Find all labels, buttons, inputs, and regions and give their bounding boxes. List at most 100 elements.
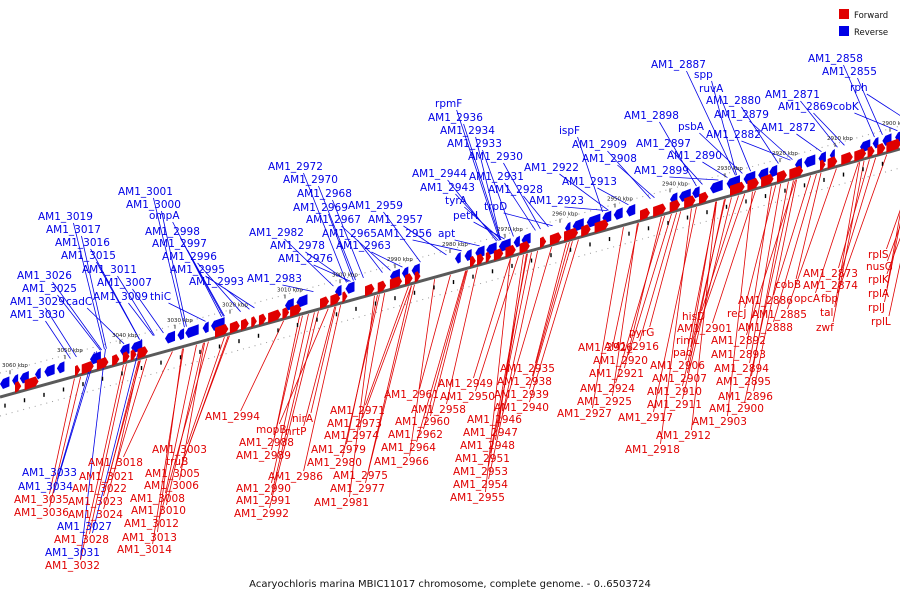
gene-label-am1-3003[interactable]: AM1_3003: [152, 444, 207, 456]
gene-label-rpll[interactable]: rplL: [871, 316, 891, 328]
gene-label-am1-2971[interactable]: AM1_2971: [330, 405, 385, 417]
gene-label-am1-2895[interactable]: AM1_2895: [716, 376, 771, 388]
gene-label-ompa[interactable]: ompA: [149, 210, 180, 222]
gene-label-tal[interactable]: tal: [820, 307, 833, 319]
gene-label-am1-3011[interactable]: AM1_3011: [82, 264, 137, 276]
gene-label-am1-3007[interactable]: AM1_3007: [97, 277, 152, 289]
gene-label-am1-3014[interactable]: AM1_3014: [117, 544, 172, 556]
gene-label-am1-2886[interactable]: AM1_2886: [738, 295, 793, 307]
gene-label-pyrg[interactable]: pyrG: [629, 327, 654, 339]
gene-label-am1-2975[interactable]: AM1_2975: [333, 470, 388, 482]
gene-label-psba[interactable]: psbA: [678, 121, 705, 133]
gene-label-am1-3036[interactable]: AM1_3036: [14, 507, 69, 519]
gene-label-am1-2901[interactable]: AM1_2901: [677, 323, 732, 335]
gene-label-am1-2997[interactable]: AM1_2997: [152, 238, 207, 250]
gene-label-am1-2981[interactable]: AM1_2981: [314, 497, 369, 509]
gene-label-am1-3031[interactable]: AM1_3031: [45, 547, 100, 559]
gene-label-am1-2955[interactable]: AM1_2955: [450, 492, 505, 504]
gene-label-rplk[interactable]: rplK: [868, 274, 890, 286]
gene-label-thic[interactable]: thiC: [150, 291, 171, 303]
gene-label-am1-3033[interactable]: AM1_3033: [22, 467, 77, 479]
gene-label-am1-2958[interactable]: AM1_2958: [411, 404, 466, 416]
gene-label-opca[interactable]: opcA: [794, 293, 821, 305]
gene-label-am1-2935[interactable]: AM1_2935: [500, 363, 555, 375]
gene-label-am1-2949[interactable]: AM1_2949: [438, 378, 493, 390]
gene-label-am1-3016[interactable]: AM1_3016: [55, 237, 110, 249]
gene-label-am1-2858[interactable]: AM1_2858: [808, 53, 863, 65]
gene-label-spp[interactable]: spp: [694, 69, 713, 81]
gene-label-am1-2855[interactable]: AM1_2855: [822, 66, 877, 78]
gene-label-am1-3015[interactable]: AM1_3015: [61, 250, 116, 262]
gene-label-am1-2888[interactable]: AM1_2888: [738, 322, 793, 334]
gene-label-am1-3026[interactable]: AM1_3026: [17, 270, 72, 282]
gene-label-am1-2964[interactable]: AM1_2964: [381, 442, 436, 454]
gene-label-am1-2972[interactable]: AM1_2972: [268, 161, 323, 173]
gene-label-am1-2899[interactable]: AM1_2899: [634, 165, 689, 177]
gene-label-am1-3032[interactable]: AM1_3032: [45, 560, 100, 572]
gene-label-zwf[interactable]: zwf: [816, 322, 834, 334]
gene-label-am1-2879[interactable]: AM1_2879: [714, 109, 769, 121]
gene-label-hisd[interactable]: hisD: [682, 311, 705, 323]
gene-label-am1-3017[interactable]: AM1_3017: [46, 224, 101, 236]
gene-label-am1-3019[interactable]: AM1_3019: [38, 211, 93, 223]
gene-label-am1-2969[interactable]: AM1_2969: [293, 202, 348, 214]
gene-label-am1-2938[interactable]: AM1_2938: [497, 376, 552, 388]
gene-label-nusg[interactable]: nusG: [866, 261, 893, 273]
gene-label-am1-3025[interactable]: AM1_3025: [22, 283, 77, 295]
gene-label-am1-3029[interactable]: AM1_3029: [10, 296, 65, 308]
gene-label-am1-2989[interactable]: AM1_2989: [236, 450, 291, 462]
gene-label-am1-2913[interactable]: AM1_2913: [562, 176, 617, 188]
gene-label-am1-2947[interactable]: AM1_2947: [463, 427, 518, 439]
gene-label-am1-2954[interactable]: AM1_2954: [453, 479, 508, 491]
gene-label-am1-2950[interactable]: AM1_2950: [440, 391, 495, 403]
gene-label-am1-2970[interactable]: AM1_2970: [283, 174, 338, 186]
gene-label-rpls[interactable]: rplS: [868, 249, 889, 261]
gene-label-cobb[interactable]: cobB: [775, 279, 801, 291]
gene-label-am1-2967[interactable]: AM1_2967: [306, 214, 361, 226]
gene-label-am1-3010[interactable]: AM1_3010: [131, 505, 186, 517]
gene-label-am1-2882[interactable]: AM1_2882: [706, 129, 761, 141]
gene-label-am1-2926[interactable]: AM1_2926: [578, 342, 633, 354]
gene-label-am1-2966[interactable]: AM1_2966: [374, 456, 429, 468]
gene-label-am1-2921[interactable]: AM1_2921: [589, 368, 644, 380]
gene-label-am1-2965[interactable]: AM1_2965: [322, 228, 377, 240]
gene-label-am1-2912[interactable]: AM1_2912: [656, 430, 711, 442]
gene-label-am1-2924[interactable]: AM1_2924: [580, 383, 635, 395]
gene-label-am1-2927[interactable]: AM1_2927: [557, 408, 612, 420]
gene-label-am1-2894[interactable]: AM1_2894: [714, 363, 769, 375]
gene-label-am1-2918[interactable]: AM1_2918: [625, 444, 680, 456]
gene-label-ruva[interactable]: ruvA: [699, 83, 724, 95]
gene-label-am1-2992[interactable]: AM1_2992: [234, 508, 289, 520]
gene-label-cadc[interactable]: cadC: [66, 296, 92, 308]
gene-label-cobk[interactable]: cobK: [833, 101, 860, 113]
gene-label-am1-2980[interactable]: AM1_2980: [307, 457, 362, 469]
gene-label-am1-2936[interactable]: AM1_2936: [428, 112, 483, 124]
gene-label-am1-3021[interactable]: AM1_3021: [79, 471, 134, 483]
gene-label-am1-3000[interactable]: AM1_3000: [126, 199, 181, 211]
gene-label-am1-2898[interactable]: AM1_2898: [624, 110, 679, 122]
gene-label-am1-2951[interactable]: AM1_2951: [455, 453, 510, 465]
gene-label-nrtp[interactable]: nrtP: [285, 426, 306, 438]
gene-label-am1-2946[interactable]: AM1_2946: [467, 414, 522, 426]
gene-label-pao[interactable]: pao: [673, 347, 693, 359]
gene-label-am1-3030[interactable]: AM1_3030: [10, 309, 65, 321]
gene-label-am1-2911[interactable]: AM1_2911: [647, 399, 702, 411]
gene-label-am1-3006[interactable]: AM1_3006: [144, 480, 199, 492]
gene-label-am1-2934[interactable]: AM1_2934: [440, 125, 495, 137]
gene-label-am1-2977[interactable]: AM1_2977: [330, 483, 385, 495]
gene-label-am1-2916[interactable]: AM1_2916: [604, 341, 659, 353]
gene-label-am1-2917[interactable]: AM1_2917: [618, 412, 673, 424]
gene-label-am1-2933[interactable]: AM1_2933: [447, 138, 502, 150]
gene-label-am1-2906[interactable]: AM1_2906: [650, 360, 705, 372]
gene-label-am1-2910[interactable]: AM1_2910: [647, 386, 702, 398]
gene-label-am1-2893[interactable]: AM1_2893: [711, 349, 766, 361]
gene-label-am1-2959[interactable]: AM1_2959: [348, 200, 403, 212]
gene-label-fbp[interactable]: fbp: [821, 293, 838, 305]
gene-label-am1-2896[interactable]: AM1_2896: [718, 391, 773, 403]
gene-label-tyra[interactable]: tyrA: [445, 195, 468, 207]
gene-label-peth[interactable]: petH: [453, 210, 478, 222]
gene-label-am1-2923[interactable]: AM1_2923: [529, 195, 584, 207]
gene-label-am1-2957[interactable]: AM1_2957: [368, 214, 423, 226]
gene-label-am1-2996[interactable]: AM1_2996: [162, 251, 217, 263]
gene-label-am1-2907[interactable]: AM1_2907: [652, 373, 707, 385]
